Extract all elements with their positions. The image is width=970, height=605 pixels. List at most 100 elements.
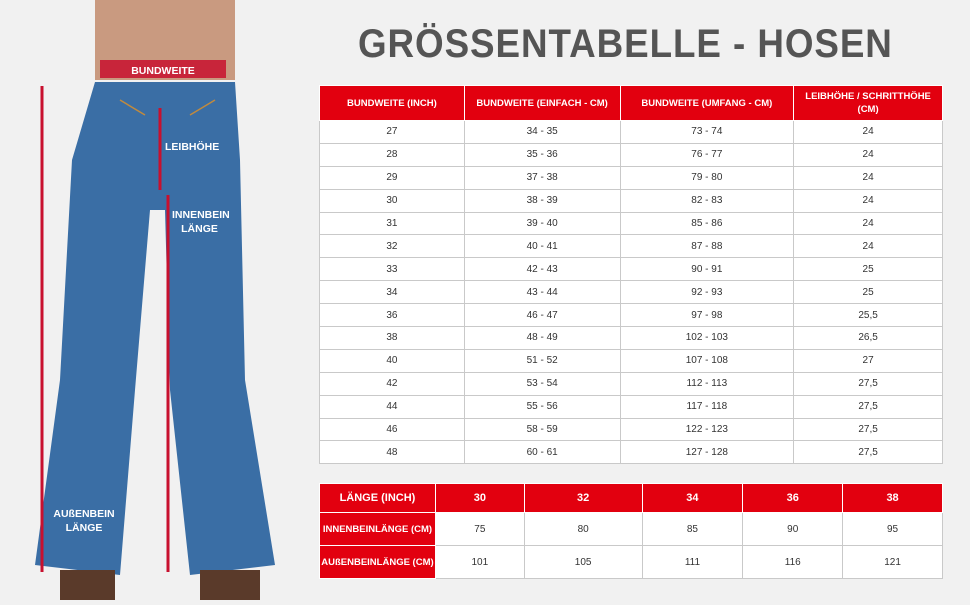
table-cell: 40 - 41 — [463, 234, 621, 259]
table-cell: 95 — [842, 512, 943, 546]
column-header: 36 — [742, 483, 844, 513]
table-cell: 25,5 — [793, 303, 943, 328]
table-cell: 34 - 35 — [463, 120, 621, 144]
table-row: 42 53 - 54 112 - 113 27,5 — [319, 371, 943, 396]
table-cell: 34 — [319, 280, 465, 305]
table-cell: 27,5 — [793, 371, 943, 396]
table-cell: 58 - 59 — [463, 417, 621, 442]
label-leibhoehe: LEIBHÖHE — [165, 141, 220, 153]
table-cell: 117 - 118 — [619, 394, 795, 419]
table-cell: 24 — [793, 165, 943, 190]
table-cell: 122 - 123 — [619, 417, 795, 442]
table-cell: 30 — [319, 188, 465, 213]
table-cell: 38 - 39 — [463, 188, 621, 213]
table-cell: 51 - 52 — [463, 348, 621, 373]
table-cell: 42 — [319, 371, 465, 396]
table-cell: 90 — [742, 512, 844, 546]
table-cell: 26,5 — [793, 326, 943, 350]
table-cell: 127 - 128 — [619, 440, 795, 465]
table-row: 30 38 - 39 82 - 83 24 — [319, 188, 943, 213]
row-header: LÄNGE (INCH) — [319, 483, 436, 513]
table-cell: 48 — [319, 440, 465, 465]
table-cell: 43 - 44 — [463, 280, 621, 305]
table-cell: 75 — [434, 512, 525, 546]
table-cell: 53 - 54 — [463, 371, 621, 396]
column-header: BUNDWEITE (EINFACH - CM) — [463, 85, 621, 121]
table-cell: 28 — [319, 142, 465, 167]
table-cell: 92 - 93 — [619, 280, 795, 305]
table-cell: 44 — [319, 394, 465, 419]
table-cell: 80 — [523, 512, 643, 546]
table-row: 36 46 - 47 97 - 98 25,5 — [319, 303, 943, 328]
table-cell: 32 — [319, 234, 465, 259]
table-cell: 79 - 80 — [619, 165, 795, 190]
page-title: GRÖSSENTABELLE - HOSEN — [358, 22, 893, 66]
table-row: 29 37 - 38 79 - 80 24 — [319, 165, 943, 190]
label-bundweite: BUNDWEITE — [131, 65, 195, 77]
table-cell: 39 - 40 — [463, 211, 621, 236]
table-cell: 24 — [793, 211, 943, 236]
column-header: 38 — [842, 483, 943, 513]
table-row: 40 51 - 52 107 - 108 27 — [319, 348, 943, 373]
table-cell: 27 — [793, 348, 943, 373]
table-cell: 90 - 91 — [619, 257, 795, 282]
table-cell: 24 — [793, 188, 943, 213]
table-cell: 38 — [319, 326, 465, 350]
table-row: INNENBEINLÄNGE (CM) 75 80 85 90 95 — [319, 512, 943, 546]
table-cell: 116 — [742, 545, 844, 579]
table-row: 34 43 - 44 92 - 93 25 — [319, 280, 943, 305]
table-cell: 37 - 38 — [463, 165, 621, 190]
table-row: 44 55 - 56 117 - 118 27,5 — [319, 394, 943, 419]
table-cell: 85 - 86 — [619, 211, 795, 236]
table-cell: 111 — [641, 545, 744, 579]
table-cell: 97 - 98 — [619, 303, 795, 328]
table-row: 33 42 - 43 90 - 91 25 — [319, 257, 943, 282]
table-cell: 102 - 103 — [619, 326, 795, 350]
table-cell: 55 - 56 — [463, 394, 621, 419]
table-cell: 46 — [319, 417, 465, 442]
table-cell: 31 — [319, 211, 465, 236]
jeans-illustration: BUNDWEITE LEIBHÖHE INNENBEIN LÄNGE AUßEN… — [0, 0, 310, 600]
length-table: LÄNGE (INCH) 30 32 34 36 38 INNENBEINLÄNGE (CM… — [319, 483, 943, 579]
table-cell: 42 - 43 — [463, 257, 621, 282]
table-cell: 27,5 — [793, 440, 943, 465]
jeans-image — [35, 0, 275, 600]
column-header: 34 — [641, 483, 744, 513]
table-cell: 76 - 77 — [619, 142, 795, 167]
table-cell: 35 - 36 — [463, 142, 621, 167]
table-cell: 25 — [793, 280, 943, 305]
table-row: 46 58 - 59 122 - 123 27,5 — [319, 417, 943, 442]
table-cell: 36 — [319, 303, 465, 328]
table-row: AUßENBEINLÄNGE (CM) 101 105 111 116 121 — [319, 545, 943, 579]
table-cell: 87 - 88 — [619, 234, 795, 259]
table-row: 48 60 - 61 127 - 128 27,5 — [319, 440, 943, 465]
table-row: 28 35 - 36 76 - 77 24 — [319, 142, 943, 167]
table-cell: 112 - 113 — [619, 371, 795, 396]
table-cell: 85 — [641, 512, 744, 546]
table-cell: 27 — [319, 120, 465, 144]
column-header: BUNDWEITE (UMFANG - CM) — [619, 85, 795, 121]
table-cell: 40 — [319, 348, 465, 373]
table-row: 31 39 - 40 85 - 86 24 — [319, 211, 943, 236]
table-cell: 121 — [842, 545, 943, 579]
table-cell: 107 - 108 — [619, 348, 795, 373]
label-aussenbein: AUßENBEIN LÄNGE — [53, 508, 115, 534]
table-cell: 29 — [319, 165, 465, 190]
table-cell: 24 — [793, 234, 943, 259]
table-cell: 82 - 83 — [619, 188, 795, 213]
table-cell: 27,5 — [793, 417, 943, 442]
table-cell: 27,5 — [793, 394, 943, 419]
table-row: 38 48 - 49 102 - 103 26,5 — [319, 326, 943, 350]
size-table: BUNDWEITE (INCH) BUNDWEITE (EINFACH - CM)… — [319, 85, 943, 465]
table-cell: 60 - 61 — [463, 440, 621, 465]
table-row: 32 40 - 41 87 - 88 24 — [319, 234, 943, 259]
column-header: BUNDWEITE (INCH) — [319, 85, 465, 121]
table-cell: 33 — [319, 257, 465, 282]
column-header: 32 — [523, 483, 643, 513]
table-cell: 24 — [793, 120, 943, 144]
table-cell: 48 - 49 — [463, 326, 621, 350]
row-header: AUßENBEINLÄNGE (CM) — [319, 545, 436, 579]
row-header: INNENBEINLÄNGE (CM) — [319, 512, 436, 546]
table-cell: 101 — [434, 545, 525, 579]
table-cell: 73 - 74 — [619, 120, 795, 144]
